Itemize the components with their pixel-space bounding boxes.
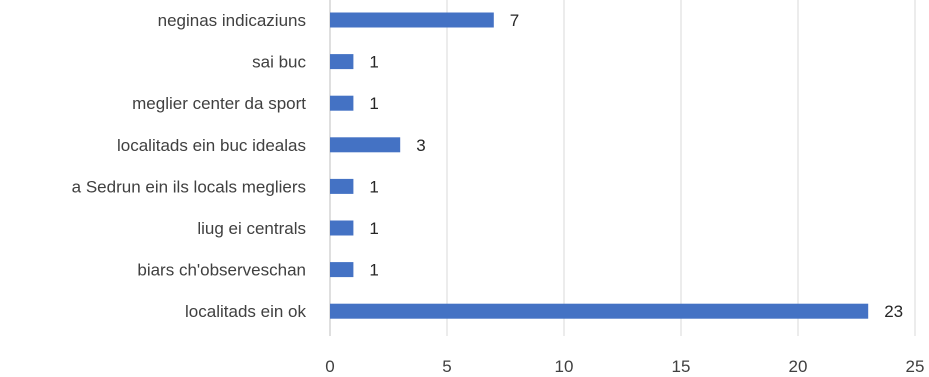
bar [330,303,869,319]
category-label: neginas indicaziuns [158,11,306,30]
data-label: 1 [369,177,378,196]
x-tick-label: 0 [325,357,334,376]
bar [330,12,494,28]
data-label: 1 [369,53,378,72]
x-tick-label: 5 [442,357,451,376]
x-tick-label: 15 [672,357,691,376]
data-label: 1 [369,261,378,280]
data-label: 23 [884,302,903,321]
x-axis-ticks: 0 5 10 15 20 25 [325,357,924,376]
category-label: sai buc [252,53,306,72]
bar [330,220,354,236]
category-label: biars ch'observeschan [137,261,306,280]
x-tick-label: 10 [555,357,574,376]
category-label: a Sedrun ein ils locals megliers [72,177,306,196]
category-label: localitads ein buc idealas [117,136,306,155]
data-label: 1 [369,94,378,113]
data-label: 1 [369,219,378,238]
x-tick-label: 25 [906,357,925,376]
category-label: localitads ein ok [185,302,306,321]
bar [330,137,401,153]
bar [330,262,354,278]
data-label: 7 [510,11,519,30]
gridlines [329,0,916,336]
category-label: meglier center da sport [132,94,306,113]
category-label: liug ei centrals [197,219,306,238]
value-labels: 7 1 1 3 1 1 1 23 [369,11,903,321]
bars [330,12,869,319]
bar [330,95,354,111]
data-label: 3 [416,136,425,155]
x-tick-label: 20 [789,357,808,376]
bar [330,54,354,70]
category-labels: neginas indicaziuns sai buc meglier center… [72,11,307,321]
bar [330,178,354,194]
